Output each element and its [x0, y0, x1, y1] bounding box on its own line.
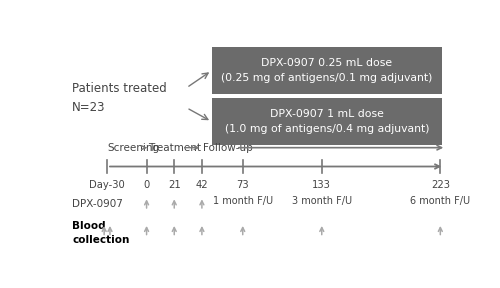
Bar	[212, 98, 442, 145]
Text: 3 month F/U: 3 month F/U	[292, 196, 352, 206]
Text: 133: 133	[312, 180, 331, 190]
Text: Follow-up: Follow-up	[203, 143, 253, 153]
Text: DPX-0907: DPX-0907	[72, 199, 123, 209]
Text: Blood
collection: Blood collection	[72, 221, 130, 245]
Text: 0: 0	[144, 180, 150, 190]
Text: Treatment: Treatment	[148, 143, 201, 153]
Text: 21: 21	[168, 180, 180, 190]
Text: Day-30: Day-30	[89, 180, 125, 190]
Text: Patients treated
N=23: Patients treated N=23	[72, 82, 167, 114]
Text: 6 month F/U: 6 month F/U	[410, 196, 470, 206]
Text: DPX-0907 1 mL dose
(1.0 mg of antigens/0.4 mg adjuvant): DPX-0907 1 mL dose (1.0 mg of antigens/0…	[224, 109, 429, 134]
Text: 42: 42	[196, 180, 208, 190]
Text: 73: 73	[236, 180, 249, 190]
Text: 1 month F/U: 1 month F/U	[212, 196, 273, 206]
Text: DPX-0907 0.25 mL dose
(0.25 mg of antigens/0.1 mg adjuvant): DPX-0907 0.25 mL dose (0.25 mg of antige…	[222, 58, 432, 83]
Text: Screening: Screening	[107, 143, 159, 153]
Text: 223: 223	[431, 180, 450, 190]
Bar	[212, 47, 442, 94]
